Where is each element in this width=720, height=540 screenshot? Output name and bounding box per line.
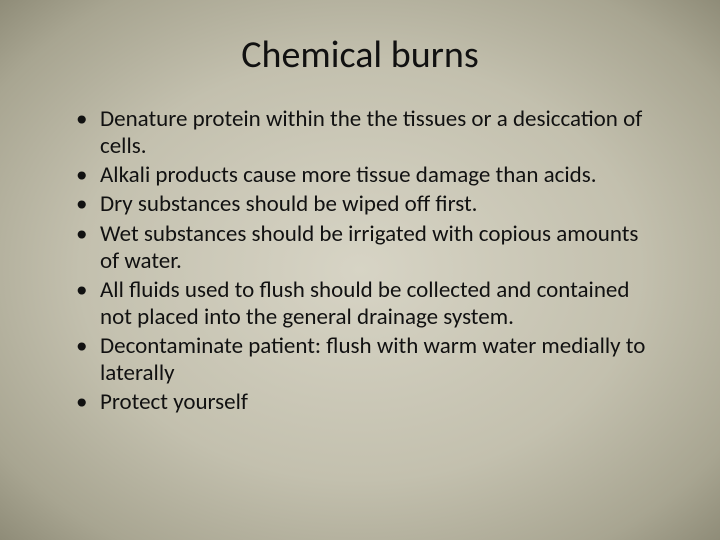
- slide-title: Chemical burns: [58, 32, 662, 78]
- list-item: Decontaminate patient: flush with warm w…: [76, 333, 662, 387]
- slide: Chemical burns Denature protein within t…: [0, 0, 720, 540]
- list-item: Wet substances should be irrigated with …: [76, 221, 662, 275]
- list-item: Denature protein within the the tissues …: [76, 106, 662, 160]
- list-item: Dry substances should be wiped off first…: [76, 191, 662, 218]
- list-item: Alkali products cause more tissue damage…: [76, 162, 662, 189]
- list-item: Protect yourself: [76, 389, 662, 416]
- list-item: All fluids used to flush should be colle…: [76, 277, 662, 331]
- bullet-list: Denature protein within the the tissues …: [58, 106, 662, 416]
